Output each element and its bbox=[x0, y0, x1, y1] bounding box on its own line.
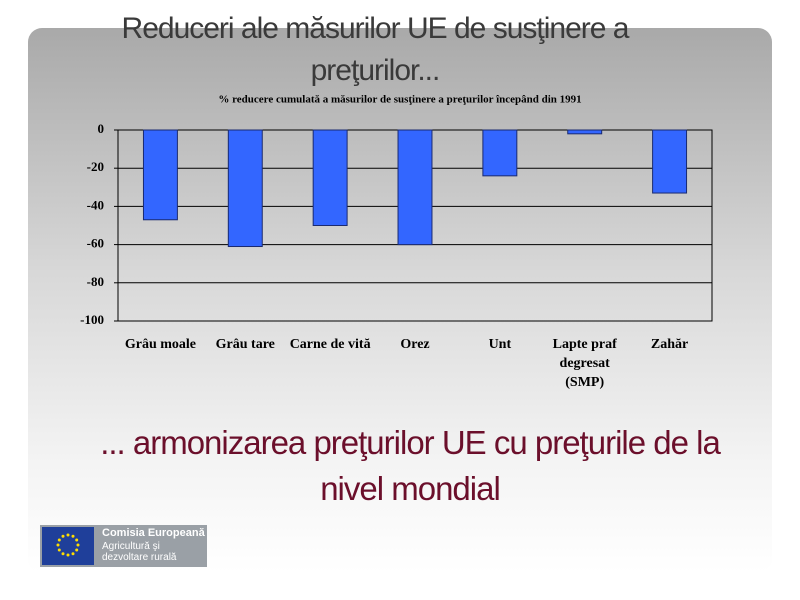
y-tick-label: -80 bbox=[87, 274, 104, 289]
x-tick-label: Carne de vită bbox=[289, 337, 371, 352]
x-tick-label: Zahăr bbox=[650, 337, 689, 352]
stars bbox=[56, 533, 80, 557]
x-tick-label: Unt bbox=[488, 337, 512, 352]
bar bbox=[482, 129, 518, 177]
bar bbox=[142, 129, 178, 221]
logo-line: dezvoltare rurală bbox=[102, 552, 177, 563]
x-tick-label: Lapte praf degresat (SMP) bbox=[552, 337, 617, 390]
x-tick-label: Orez bbox=[400, 337, 430, 352]
logo-name: Comisia Europeană bbox=[102, 527, 205, 539]
panel bbox=[28, 28, 772, 573]
y-tick-label: -100 bbox=[80, 312, 104, 327]
eu-flag bbox=[42, 527, 94, 565]
x-tick-label: Grâu moale bbox=[124, 337, 196, 352]
y-tick-label: -20 bbox=[87, 159, 104, 174]
y-tick-label: -60 bbox=[87, 236, 104, 251]
y-tick-label: -40 bbox=[87, 197, 104, 212]
logo: Comisia Europeană Agricultură şi dezvolt… bbox=[40, 525, 207, 567]
bar bbox=[312, 129, 348, 226]
bar bbox=[567, 129, 603, 135]
y-tick-label: 0 bbox=[98, 121, 105, 136]
bar bbox=[397, 129, 433, 246]
bar bbox=[227, 129, 263, 248]
x-tick-label: Grâu tare bbox=[215, 337, 275, 352]
logo-line: Agricultură şi bbox=[102, 541, 160, 552]
bar bbox=[652, 129, 688, 194]
caption: ... armonizarea preţurilor UE cu preţuri… bbox=[100, 424, 721, 507]
slide-title: Reduceri ale măsurilor UE de susţinere a… bbox=[121, 12, 630, 87]
chart-title: % reducere cumulată a măsurilor de susţi… bbox=[218, 94, 581, 106]
